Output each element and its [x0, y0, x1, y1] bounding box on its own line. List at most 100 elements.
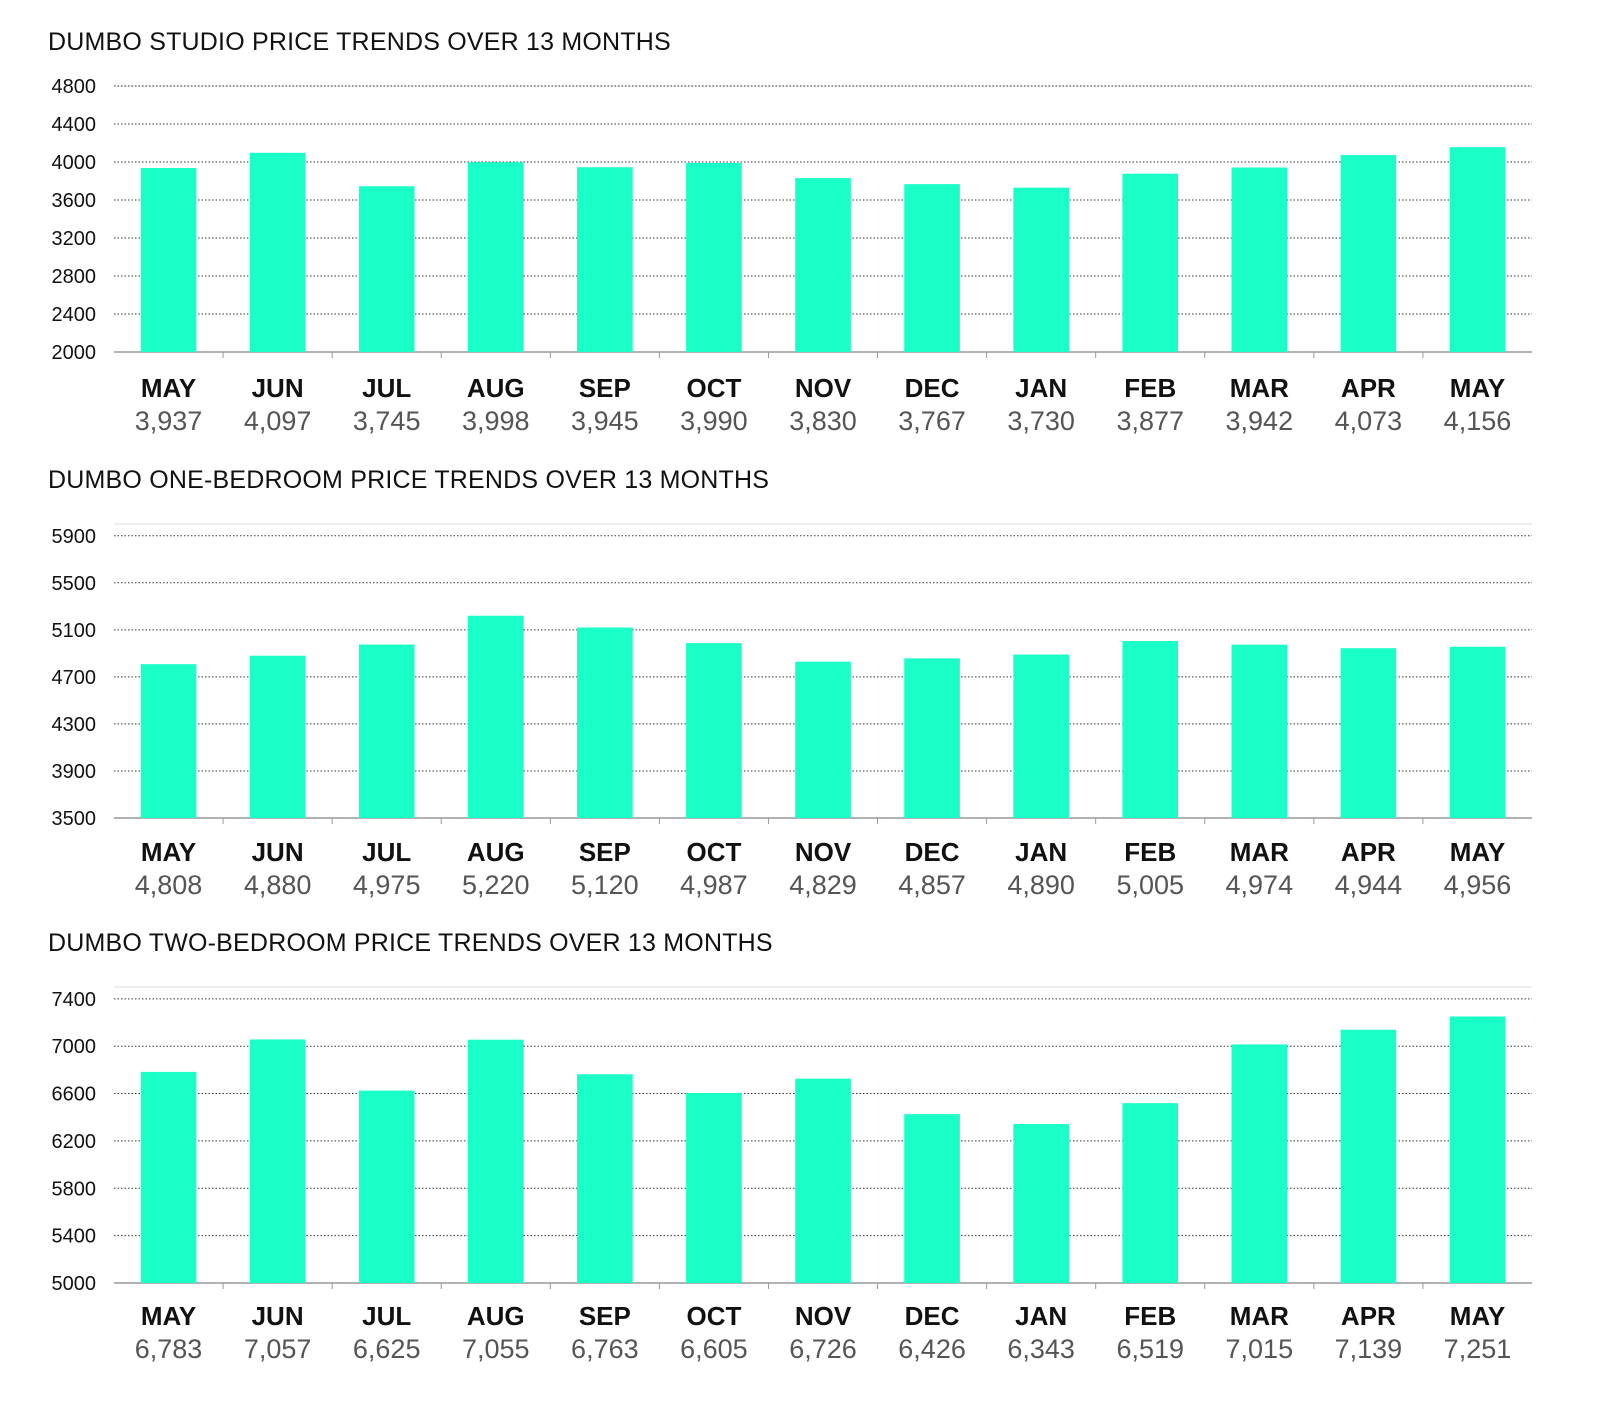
bar: [249, 1039, 306, 1283]
y-tick-label: 5000: [52, 1273, 97, 1295]
y-tick-label: 6200: [52, 1131, 97, 1153]
bar: [1340, 648, 1397, 818]
x-category-label: FEB: [1124, 837, 1176, 867]
x-category-label: AUG: [467, 837, 525, 867]
bar: [249, 152, 306, 352]
bar: [1122, 641, 1179, 818]
y-tick-label: 3600: [52, 190, 97, 212]
chart-title: DUMBO STUDIO PRICE TRENDS OVER 13 MONTHS: [48, 28, 671, 56]
bar-value-label: 6,763: [571, 1334, 639, 1364]
bar: [686, 162, 742, 352]
bar: [1340, 1029, 1397, 1283]
bar: [904, 1114, 960, 1283]
bar: [467, 162, 524, 352]
bar-value-label: 6,625: [353, 1334, 421, 1364]
y-tick-label: 4800: [52, 76, 97, 98]
bar-value-label: 3,945: [571, 406, 639, 436]
y-tick-label: 6600: [52, 1084, 97, 1106]
bar-value-label: 6,783: [135, 1334, 203, 1364]
bar: [686, 643, 742, 818]
bar-chart-studio: 20002400280032003600400044004800MAY3,937…: [52, 76, 1532, 436]
y-tick-label: 4400: [52, 114, 97, 136]
y-tick-label: 4000: [52, 152, 97, 174]
x-category-label: MAY: [141, 837, 196, 867]
x-category-label: MAY: [141, 1301, 196, 1331]
bar: [1449, 646, 1506, 818]
x-category-label: MAY: [1450, 1301, 1505, 1331]
bar-value-label: 6,605: [680, 1334, 748, 1364]
bar-value-label: 4,944: [1335, 870, 1403, 900]
bar-value-label: 4,808: [135, 870, 203, 900]
bar-value-label: 6,519: [1116, 1334, 1184, 1364]
bar: [358, 644, 415, 818]
bar: [1231, 167, 1288, 352]
y-tick-label: 7000: [52, 1036, 97, 1058]
bar: [1122, 1103, 1179, 1283]
bar-value-label: 4,974: [1226, 870, 1294, 900]
bar-value-label: 4,857: [898, 870, 966, 900]
x-category-label: OCT: [686, 837, 741, 867]
bar: [358, 1090, 415, 1283]
x-category-label: APR: [1341, 1301, 1396, 1331]
y-tick-label: 2800: [52, 266, 97, 288]
y-tick-label: 5900: [52, 526, 97, 548]
bar-value-label: 5,120: [571, 870, 639, 900]
bar-value-label: 7,055: [462, 1334, 530, 1364]
bar-value-label: 4,975: [353, 870, 421, 900]
bar-value-label: 4,829: [789, 870, 857, 900]
bar-value-label: 4,097: [244, 406, 312, 436]
x-category-label: SEP: [579, 837, 631, 867]
x-category-label: JUN: [252, 1301, 304, 1331]
y-tick-label: 3500: [52, 808, 97, 830]
x-category-label: DEC: [905, 1301, 960, 1331]
x-category-label: JUL: [362, 837, 411, 867]
y-tick-label: 5800: [52, 1178, 97, 1200]
bar: [1013, 654, 1069, 818]
x-category-label: JAN: [1015, 837, 1067, 867]
bar-value-label: 4,880: [244, 870, 312, 900]
x-category-label: JUL: [362, 1301, 411, 1331]
y-tick-label: 3200: [52, 228, 97, 250]
bar-value-label: 6,343: [1007, 1334, 1075, 1364]
bar-value-label: 7,057: [244, 1334, 312, 1364]
chart-title: DUMBO ONE-BEDROOM PRICE TRENDS OVER 13 M…: [48, 466, 770, 494]
x-category-label: FEB: [1124, 1301, 1176, 1331]
bar: [904, 184, 960, 352]
x-category-label: MAR: [1230, 373, 1289, 403]
bar-value-label: 4,073: [1335, 406, 1403, 436]
bar: [249, 655, 306, 818]
bar-value-label: 3,937: [135, 406, 203, 436]
x-category-label: NOV: [795, 837, 852, 867]
chart-title: DUMBO TWO-BEDROOM PRICE TRENDS OVER 13 M…: [48, 929, 773, 957]
bar: [467, 615, 524, 818]
bar-value-label: 3,990: [680, 406, 748, 436]
bar-value-label: 5,005: [1116, 870, 1184, 900]
bar: [1449, 1016, 1506, 1283]
bar: [795, 1078, 851, 1283]
y-tick-label: 7400: [52, 989, 97, 1011]
x-category-label: MAR: [1230, 1301, 1289, 1331]
bar-value-label: 4,987: [680, 870, 748, 900]
x-category-label: OCT: [686, 373, 741, 403]
bar-value-label: 3,767: [898, 406, 966, 436]
bar: [795, 661, 851, 818]
bar-value-label: 6,426: [898, 1334, 966, 1364]
bar: [795, 178, 851, 352]
bar: [1013, 1123, 1069, 1283]
y-tick-label: 3900: [52, 761, 97, 783]
bar-chart-one-bedroom: 3500390043004700510055005900MAY4,808JUN4…: [52, 523, 1532, 900]
bar: [358, 186, 415, 352]
y-tick-label: 4700: [52, 667, 97, 689]
bar: [1231, 1044, 1288, 1283]
x-category-label: APR: [1341, 837, 1396, 867]
x-category-label: JUL: [362, 373, 411, 403]
x-category-label: SEP: [579, 1301, 631, 1331]
x-category-label: MAY: [1450, 837, 1505, 867]
bar-value-label: 3,730: [1007, 406, 1075, 436]
bar-value-label: 3,745: [353, 406, 421, 436]
x-category-label: MAY: [1450, 373, 1505, 403]
x-category-label: MAR: [1230, 837, 1289, 867]
bar: [1231, 644, 1288, 818]
x-category-label: JUN: [252, 837, 304, 867]
